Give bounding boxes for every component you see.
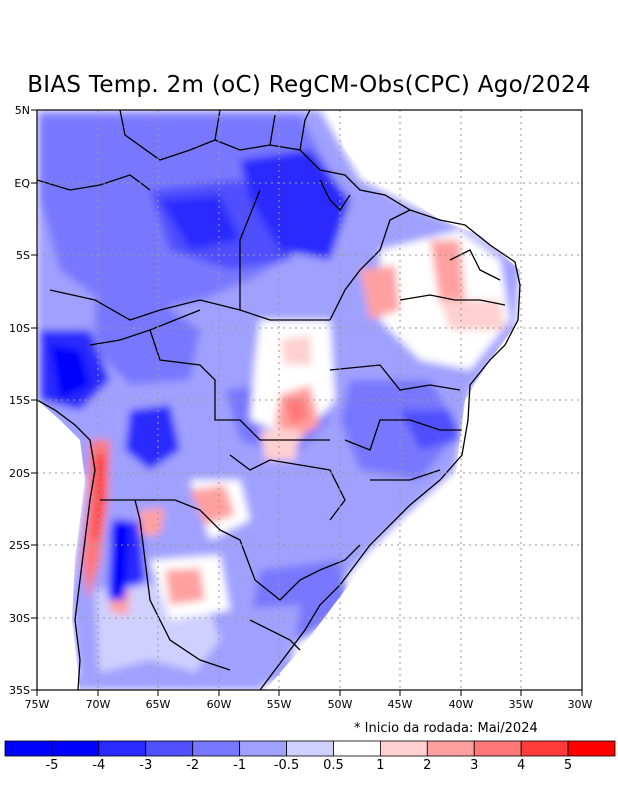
- lat-label: 30S: [9, 612, 30, 625]
- colorbar-label: -0.5: [273, 758, 300, 773]
- lat-label: 20S: [9, 467, 30, 480]
- lon-label: 45W: [388, 698, 413, 711]
- colorbar-box: [98, 740, 147, 757]
- lon-label: 55W: [267, 698, 292, 711]
- colorbar-label: -5: [45, 758, 59, 773]
- run-start-note: * Inicio da rodada: Mai/2024: [354, 721, 538, 736]
- colorbar-box: [333, 740, 381, 757]
- map-title: BIAS Temp. 2m (oC) RegCM-Obs(CPC) Ago/20…: [27, 72, 591, 98]
- colorbar-label: -3: [139, 758, 153, 773]
- lon-label: 75W: [25, 698, 50, 711]
- lat-label: 25S: [9, 539, 30, 552]
- bias-map: 5N EQ 5S 10S 15S 20S 25S 30S 35S 75W 70W…: [9, 104, 593, 711]
- colorbar-label: 3: [470, 758, 479, 773]
- colorbar-box: [567, 740, 616, 757]
- lat-label: 35S: [9, 684, 30, 697]
- lat-label: 5N: [15, 104, 30, 117]
- lon-label: 60W: [207, 698, 232, 711]
- colorbar: [4, 740, 616, 757]
- lat-label: 15S: [9, 394, 30, 407]
- colorbar-box: [473, 740, 522, 757]
- grid: [37, 110, 582, 690]
- colorbar-label: 5: [563, 758, 573, 773]
- colorbar-box: [192, 740, 241, 757]
- colorbar-box: [286, 740, 334, 757]
- lat-label: 10S: [9, 322, 30, 335]
- lon-label: 30W: [568, 698, 593, 711]
- colorbar-label: -4: [92, 758, 106, 773]
- lon-label: 50W: [328, 698, 353, 711]
- lon-label: 65W: [146, 698, 171, 711]
- colorbar-label: -2: [186, 758, 200, 773]
- colorbar-label: 4: [517, 758, 526, 773]
- lat-label: 5S: [16, 249, 30, 262]
- colorbar-box: [426, 740, 475, 757]
- colorbar-box: [51, 740, 100, 757]
- colorbar-label: 1: [376, 758, 385, 773]
- colorbar-box: [379, 740, 428, 757]
- colorbar-box: [145, 740, 194, 757]
- colorbar-box: [239, 740, 287, 757]
- borders: [37, 110, 521, 690]
- lon-label: 35W: [509, 698, 534, 711]
- colorbar-label: 2: [423, 758, 432, 773]
- lat-label: EQ: [14, 177, 30, 190]
- lon-label: 70W: [86, 698, 111, 711]
- lon-label: 40W: [449, 698, 474, 711]
- colorbar-box: [520, 740, 569, 757]
- colorbar-label: -1: [233, 758, 247, 773]
- colorbar-label: 0.5: [323, 758, 344, 773]
- colorbar-box: [4, 740, 53, 757]
